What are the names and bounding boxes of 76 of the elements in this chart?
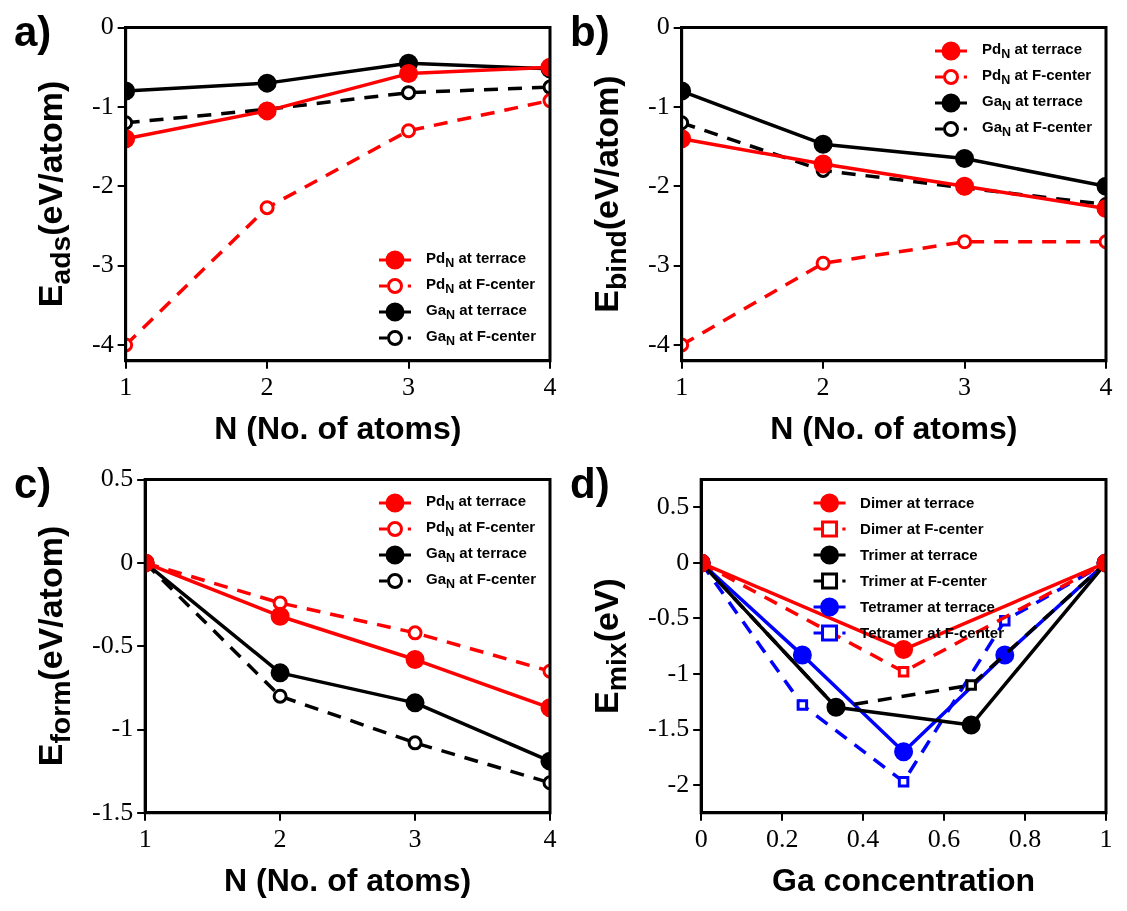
y-tick-label: -1.5 bbox=[91, 796, 134, 826]
x-tick-label: 1 bbox=[119, 372, 133, 402]
y-tick-label: -3 bbox=[647, 249, 670, 279]
y-tick-label: -4 bbox=[91, 328, 114, 358]
x-tick-label: 1 bbox=[138, 824, 152, 854]
y-tick-label: 0 bbox=[676, 546, 690, 576]
y-tick-label: -2 bbox=[667, 768, 690, 798]
point bbox=[270, 663, 290, 683]
y-tick-label: -1 bbox=[111, 713, 134, 743]
point bbox=[796, 699, 809, 711]
point bbox=[897, 666, 910, 678]
x-tick-label: 2 bbox=[273, 824, 287, 854]
legend-label: Ga$_{N}$ at terrace bbox=[426, 544, 527, 566]
x-tick-label: 0.6 bbox=[927, 824, 961, 854]
legend-label: Pd$_{N}$ at F-center bbox=[426, 518, 536, 540]
point bbox=[407, 625, 423, 641]
legend-label: Dimer at terrace bbox=[860, 494, 975, 512]
x-axis-title: N (No. of atoms) bbox=[214, 410, 462, 447]
point bbox=[405, 693, 425, 713]
y-tick-label: -2 bbox=[647, 170, 670, 200]
point bbox=[894, 742, 914, 762]
chart-title: d) bbox=[570, 460, 610, 508]
chart-title: a) bbox=[14, 8, 52, 56]
x-tick-label: 4 bbox=[543, 824, 557, 854]
x-axis-title: Ga concentration bbox=[772, 862, 1036, 899]
legend-label: Ga$_{N}$ at F-center bbox=[426, 570, 536, 592]
legend-label: Trimer at F-center bbox=[860, 572, 987, 590]
y-tick-label: 0 bbox=[100, 11, 114, 41]
legend-label: Ga$_{N}$ at terrace bbox=[982, 92, 1083, 114]
legend-label: Pd$_{N}$ at terrace bbox=[982, 40, 1083, 62]
x-tick-label: 1 bbox=[675, 372, 689, 402]
x-axis-title: N (No. of atoms) bbox=[224, 862, 472, 899]
legend-label: Ga$_{N}$ at F-center bbox=[426, 327, 536, 349]
x-axis-title: N (No. of atoms) bbox=[770, 410, 1018, 447]
y-tick-label: -1 bbox=[667, 657, 690, 687]
y-tick-label: -1 bbox=[91, 90, 114, 120]
x-tick-label: 3 bbox=[958, 372, 972, 402]
legend-label: Pd$_{N}$ at F-center bbox=[426, 275, 536, 297]
y-tick-label: -3 bbox=[91, 249, 114, 279]
point bbox=[826, 697, 846, 717]
x-tick-label: 1 bbox=[1099, 824, 1113, 854]
x-tick-label: 0.8 bbox=[1008, 824, 1042, 854]
point bbox=[897, 775, 910, 788]
y-tick-label: 0 bbox=[120, 546, 134, 576]
y-tick-label: 0.5 bbox=[100, 463, 134, 493]
x-tick-label: 3 bbox=[402, 372, 416, 402]
legend-label: Pd$_{N}$ at F-center bbox=[982, 66, 1092, 88]
y-tick-label: -0.5 bbox=[647, 602, 690, 632]
y-tick-label: -4 bbox=[647, 328, 670, 358]
legend-label: Dimer at F-center bbox=[860, 520, 984, 538]
y-tick-label: 0.5 bbox=[656, 491, 690, 521]
point bbox=[792, 645, 812, 665]
point bbox=[965, 679, 977, 691]
y-tick-label: -2 bbox=[91, 170, 114, 200]
legend-label: Pd$_{N}$ at terrace bbox=[426, 492, 527, 514]
point bbox=[272, 688, 288, 704]
x-tick-label: 4 bbox=[543, 372, 557, 402]
y-tick-label: -1.5 bbox=[647, 713, 690, 743]
x-tick-label: 2 bbox=[816, 372, 830, 402]
y-tick-label: -1 bbox=[647, 90, 670, 120]
point bbox=[961, 715, 981, 735]
x-tick-label: 4 bbox=[1099, 372, 1113, 402]
x-tick-label: 3 bbox=[408, 824, 422, 854]
legend-label: Pd$_{N}$ at terrace bbox=[426, 249, 527, 271]
chart-title: c) bbox=[14, 460, 52, 508]
point bbox=[407, 735, 423, 751]
y-tick-label: 0 bbox=[656, 11, 670, 41]
x-tick-label: 2 bbox=[260, 372, 274, 402]
legend-label: Tetramer at terrace bbox=[860, 598, 995, 616]
y-tick-label: -0.5 bbox=[91, 630, 134, 660]
legend-label: Trimer at terrace bbox=[860, 546, 978, 564]
chart-title: b) bbox=[570, 8, 610, 56]
x-tick-label: 0.2 bbox=[765, 824, 799, 854]
x-tick-label: 0.4 bbox=[846, 824, 880, 854]
legend-label: Ga$_{N}$ at F-center bbox=[982, 118, 1092, 140]
legend-label: Ga$_{N}$ at terrace bbox=[426, 301, 527, 323]
